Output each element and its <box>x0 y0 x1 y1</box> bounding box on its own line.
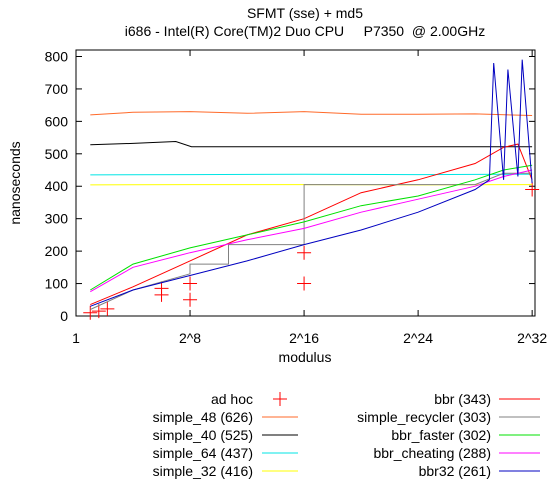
y-axis-label: nanoseconds <box>7 141 23 224</box>
legend-label: simple_64 (437) <box>153 445 253 461</box>
y-axis: 0 100 200 300 400 500 600 700 800 <box>45 48 535 324</box>
y-tick-label: 0 <box>60 308 68 324</box>
series-line <box>90 172 533 310</box>
y-tick-label: 400 <box>45 178 69 194</box>
series-line <box>90 169 533 293</box>
x-axis-label: modulus <box>279 349 332 365</box>
ad-hoc-point <box>183 276 198 291</box>
legend-label: simple_32 (416) <box>153 463 253 479</box>
y-tick-label: 500 <box>45 146 69 162</box>
plot-frame <box>75 49 536 317</box>
legend-label: bbr32 (261) <box>419 463 491 479</box>
legend-sample-point <box>273 392 287 406</box>
legend-label: bbr_faster (302) <box>391 427 491 443</box>
y-tick-label: 100 <box>45 276 69 292</box>
chart-subtitle: i686 - Intel(R) Core(TM)2 Duo CPU P7350 … <box>125 23 485 39</box>
ad-hoc-point <box>100 301 115 316</box>
x-axis: 1 2^8 2^16 2^24 2^32 <box>72 50 547 346</box>
legend-label: simple_recycler (303) <box>357 409 491 425</box>
ad-hoc-point <box>154 281 169 296</box>
series-line <box>90 143 533 306</box>
series-line <box>90 59 533 307</box>
series-line <box>90 111 533 116</box>
x-tick-label: 2^32 <box>517 330 547 346</box>
x-tick-label: 1 <box>72 330 80 346</box>
series-line <box>90 173 533 176</box>
legend: ad hoc simple_48 (626) simple_40 (525) simp… <box>153 391 540 479</box>
x-tick-label: 2^24 <box>403 330 433 346</box>
y-tick-label: 300 <box>45 211 69 227</box>
x-tick-label: 2^8 <box>179 330 201 346</box>
ad-hoc-point <box>525 182 540 197</box>
legend-label: simple_48 (626) <box>153 409 253 425</box>
series-line <box>90 164 533 291</box>
x-tick-label: 2^16 <box>289 330 319 346</box>
ad-hoc-point <box>297 245 312 260</box>
y-tick-label: 600 <box>45 113 69 129</box>
y-tick-label: 200 <box>45 243 69 259</box>
series-layer <box>83 59 540 320</box>
legend-label: simple_40 (525) <box>153 427 253 443</box>
chart-title: SFMT (sse) + md5 <box>247 5 363 21</box>
legend-label: bbr (343) <box>434 391 491 407</box>
series-line <box>90 140 533 148</box>
ad-hoc-point <box>297 276 312 291</box>
ad-hoc-point <box>83 305 98 320</box>
legend-label: ad hoc <box>211 391 253 407</box>
ad-hoc-point <box>91 304 106 319</box>
y-tick-label: 700 <box>45 81 69 97</box>
y-tick-label: 800 <box>45 48 69 64</box>
ad-hoc-point <box>183 292 198 307</box>
legend-label: bbr_cheating (288) <box>373 445 491 461</box>
